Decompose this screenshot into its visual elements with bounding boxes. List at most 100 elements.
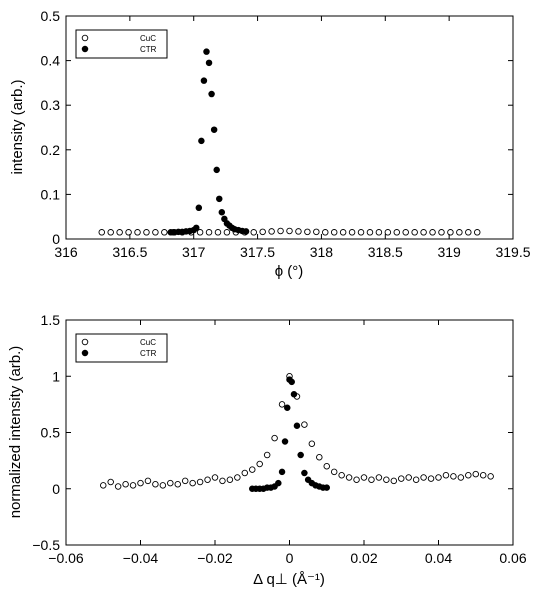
y-tick-label-top-0: 0 (52, 231, 60, 247)
legend-bottom: CuC CTR (75, 333, 168, 363)
y-tick-label-bottom-4: 1.5 (41, 312, 61, 328)
point-cuc-top-13 (214, 229, 222, 236)
y-tick-label-bottom-0: −0.5 (32, 537, 60, 553)
point-cuc-bottom-22 (263, 451, 271, 459)
point-cuc-bottom-15 (211, 474, 219, 481)
point-cuc-bottom-44 (427, 475, 435, 482)
point-cuc-top-12 (205, 229, 213, 236)
point-cuc-bottom-8 (159, 482, 167, 489)
legend-marker-ctr-top (81, 45, 89, 53)
point-cuc-top-30 (366, 229, 374, 236)
point-cuc-bottom-46 (442, 472, 450, 479)
point-ctr-bottom-13 (290, 391, 298, 398)
point-cuc-bottom-1 (107, 478, 114, 486)
point-cuc-bottom-52 (487, 473, 494, 480)
x-tick-label-top-7: 319.5 (495, 244, 530, 260)
y-tick-label-top-2: 0.2 (41, 142, 61, 158)
x-tick-label-bottom-2: −0.02 (197, 550, 233, 566)
point-cuc-top-27 (339, 229, 347, 236)
point-cuc-top-3 (125, 229, 132, 236)
x-tick-label-bottom-3: 0 (286, 550, 294, 566)
point-cuc-top-29 (357, 229, 365, 236)
point-cuc-bottom-48 (457, 474, 465, 481)
x-tick-label-top-6: 319 (437, 244, 461, 260)
x-axis-label-top: ϕ (°) (275, 263, 304, 280)
point-ctr-top-7 (193, 224, 200, 232)
point-cuc-top-4 (134, 229, 141, 236)
point-ctr-bottom-14 (293, 422, 301, 430)
legend-box-top (75, 29, 168, 59)
x-tick-label-bottom-6: 0.06 (499, 550, 526, 566)
legend-top: CuC CTR (75, 29, 168, 59)
point-cuc-bottom-23 (271, 434, 278, 442)
point-cuc-top-2 (116, 229, 123, 236)
point-cuc-top-33 (393, 229, 401, 236)
point-ctr-bottom-8 (278, 468, 286, 476)
x-tick-label-top-4: 318 (310, 244, 334, 260)
legend-label-ctr-top: CTR (140, 45, 157, 54)
point-ctr-bottom-15 (297, 451, 304, 459)
legend-marker-ctr-bottom (81, 349, 89, 357)
x-tick-label-bottom-4: 0.02 (350, 550, 377, 566)
chart-bottom: −0.06 −0.04 −0.02 0 0.02 0.04 0.06 −0.5 0 0.5 1 1.… (7, 312, 527, 588)
point-cuc-bottom-37 (375, 474, 383, 481)
point-cuc-top-39 (447, 229, 454, 236)
point-cuc-bottom-27 (301, 421, 308, 428)
point-ctr-bottom-16 (301, 469, 308, 477)
point-cuc-bottom-51 (479, 472, 487, 479)
y-tick-label-bottom-3: 1 (52, 368, 60, 384)
point-cuc-bottom-17 (226, 476, 234, 484)
point-cuc-bottom-32 (338, 472, 345, 479)
point-ctr-bottom-9 (281, 438, 289, 445)
point-cuc-bottom-9 (167, 479, 174, 487)
point-ctr-top-11 (203, 48, 210, 55)
point-cuc-top-25 (322, 229, 329, 236)
point-cuc-top-6 (152, 229, 159, 236)
y-tick-label-top-1: 0.1 (41, 186, 61, 202)
point-cuc-top-31 (375, 229, 383, 236)
point-cuc-top-17 (250, 229, 257, 236)
point-cuc-top-24 (313, 228, 320, 236)
point-cuc-bottom-31 (330, 468, 338, 476)
point-cuc-top-34 (402, 229, 409, 236)
point-cuc-bottom-49 (465, 472, 472, 479)
point-cuc-bottom-30 (323, 463, 331, 470)
point-ctr-top-13 (208, 90, 215, 98)
point-ctr-bottom-7 (275, 479, 282, 487)
point-cuc-top-19 (268, 228, 275, 235)
y-tick-label-top-5: 0.5 (41, 8, 61, 24)
point-cuc-bottom-2 (114, 483, 122, 490)
legend-label-cuc-top: CuC (140, 34, 156, 43)
x-ticks-top: 316 316.5 317 317.5 318 318.5 319 319.5 (54, 16, 531, 260)
y-tick-label-top-4: 0.4 (41, 53, 61, 69)
point-cuc-top-28 (348, 229, 356, 236)
point-cuc-bottom-35 (360, 474, 368, 481)
point-cuc-top-40 (456, 229, 463, 236)
x-tick-label-bottom-5: 0.04 (425, 550, 452, 566)
y-tick-label-bottom-1: 0 (52, 481, 60, 497)
point-cuc-top-22 (295, 228, 302, 235)
point-cuc-bottom-29 (316, 454, 323, 461)
point-cuc-bottom-0 (99, 482, 107, 489)
point-cuc-bottom-4 (129, 482, 137, 489)
point-cuc-bottom-42 (412, 476, 420, 484)
point-ctr-top-25 (242, 228, 250, 235)
point-ctr-top-9 (198, 137, 205, 145)
point-cuc-bottom-21 (256, 460, 263, 468)
point-cuc-bottom-13 (196, 478, 204, 486)
y-tick-label-bottom-2: 0.5 (41, 425, 61, 441)
point-ctr-top-8 (195, 204, 203, 212)
point-cuc-top-37 (429, 229, 436, 236)
point-ctr-top-12 (205, 59, 213, 67)
y-axis-label-bottom: normalized intensity (arb.) (7, 346, 24, 519)
x-tick-label-top-5: 318.5 (368, 244, 403, 260)
point-cuc-bottom-45 (435, 474, 442, 481)
point-cuc-bottom-38 (383, 476, 390, 484)
point-cuc-bottom-12 (189, 479, 196, 487)
point-cuc-top-14 (223, 229, 231, 236)
legend-marker-cuc-bottom (81, 338, 89, 346)
point-ctr-bottom-22 (323, 484, 331, 491)
point-cuc-bottom-3 (122, 481, 129, 488)
point-cuc-top-26 (330, 229, 338, 236)
point-cuc-bottom-43 (420, 474, 427, 481)
